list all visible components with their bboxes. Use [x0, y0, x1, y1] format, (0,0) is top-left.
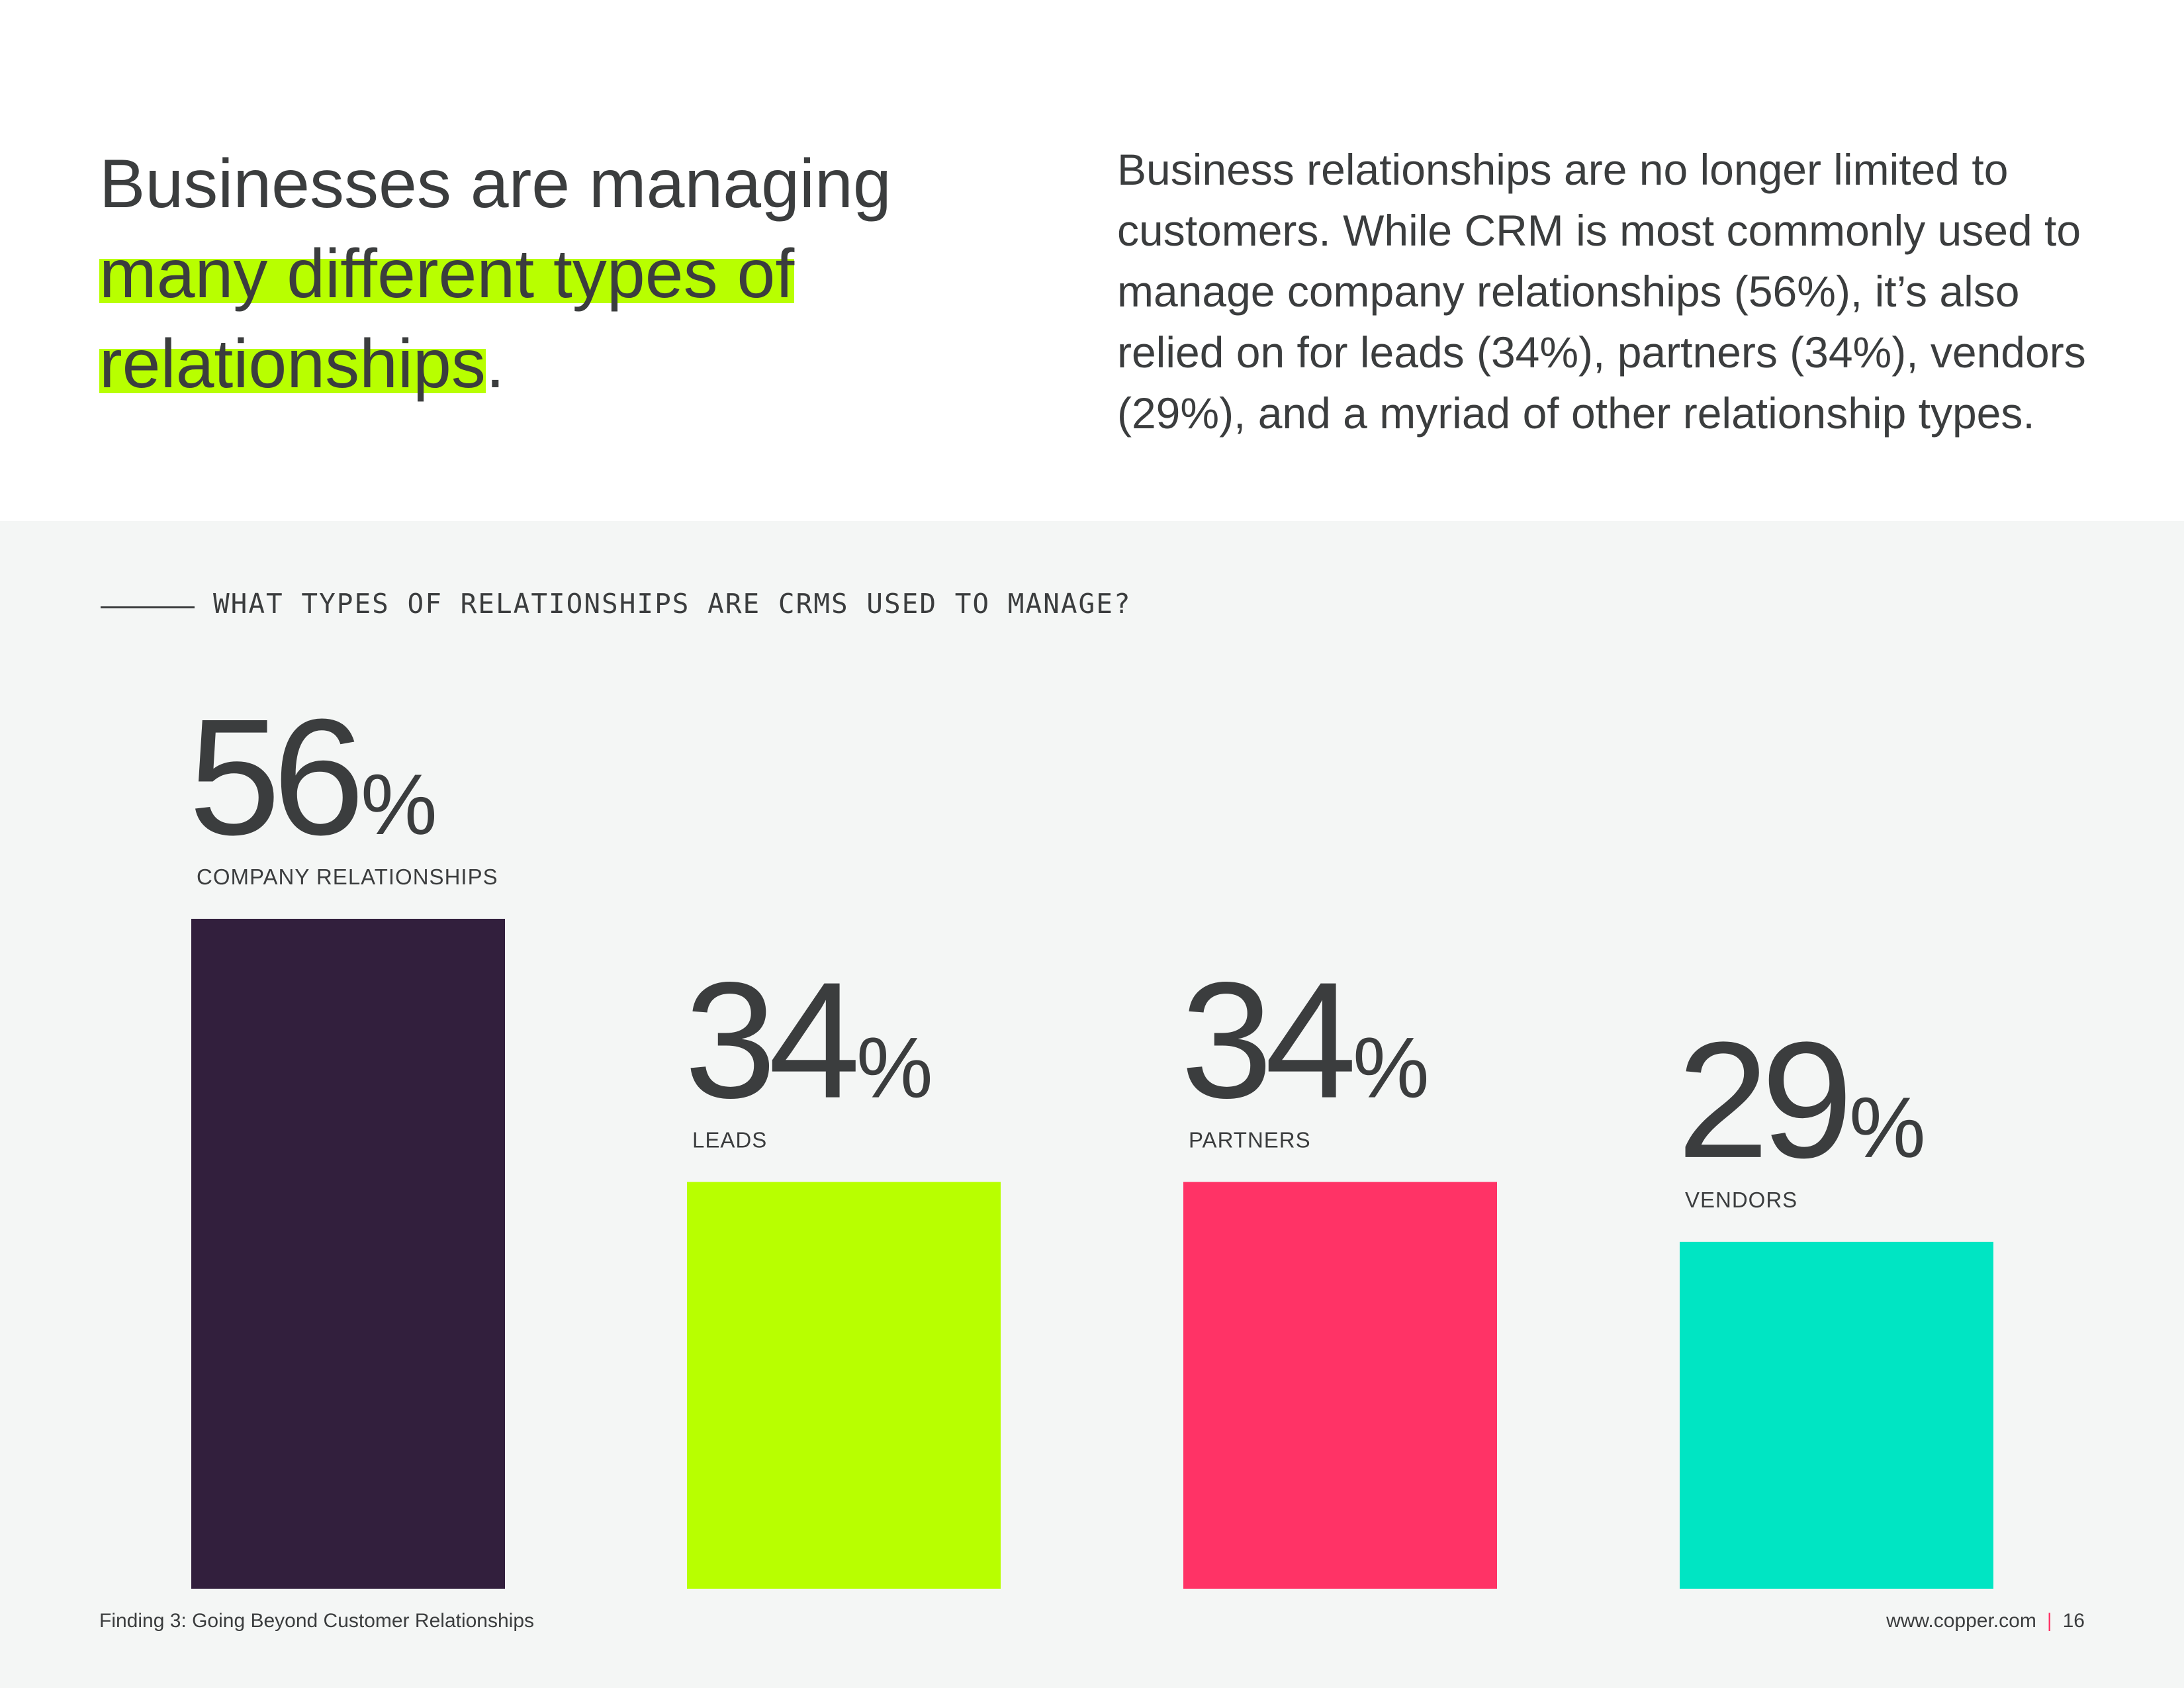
headline-line-1: Businesses are managing	[99, 146, 891, 222]
value-label-leads: 34%	[684, 948, 933, 1133]
page-headline: Businesses are managing many different ty…	[99, 139, 1059, 409]
value-label-company-relationships: 56%	[189, 684, 437, 869]
footer-section-title: Finding 3: Going Beyond Customer Relatio…	[99, 1610, 535, 1632]
category-label-partners: PARTNERS	[1189, 1128, 1311, 1152]
headline-period: .	[485, 326, 505, 402]
value-label-vendors: 29%	[1677, 1008, 1926, 1192]
category-label-vendors: VENDORS	[1685, 1188, 1797, 1212]
page-number: 16	[2062, 1610, 2085, 1632]
value-label-partners: 34%	[1181, 948, 1430, 1133]
footer-site: www.copper.com	[1886, 1610, 2036, 1632]
question-rule	[101, 606, 195, 608]
footer-separator: |	[2046, 1610, 2052, 1632]
category-label-leads: LEADS	[692, 1128, 767, 1152]
footer-right: www.copper.com | 16	[1886, 1610, 2085, 1632]
chart-title: WHAT TYPES OF RELATIONSHIPS ARE CRMS USE…	[213, 588, 1132, 620]
bar-vendors	[1680, 1241, 1993, 1589]
headline-highlight-1: many different types of	[99, 236, 795, 312]
bar-company-relationships	[191, 919, 505, 1589]
bar-partners	[1183, 1182, 1497, 1589]
bar-leads	[687, 1182, 1001, 1589]
headline-highlight-2: relationships	[99, 326, 486, 402]
header-section: Businesses are managing many different ty…	[0, 0, 2184, 521]
category-label-company-relationships: COMPANY RELATIONSHIPS	[197, 865, 498, 889]
intro-paragraph: Business relationships are no longer lim…	[1117, 145, 2086, 438]
